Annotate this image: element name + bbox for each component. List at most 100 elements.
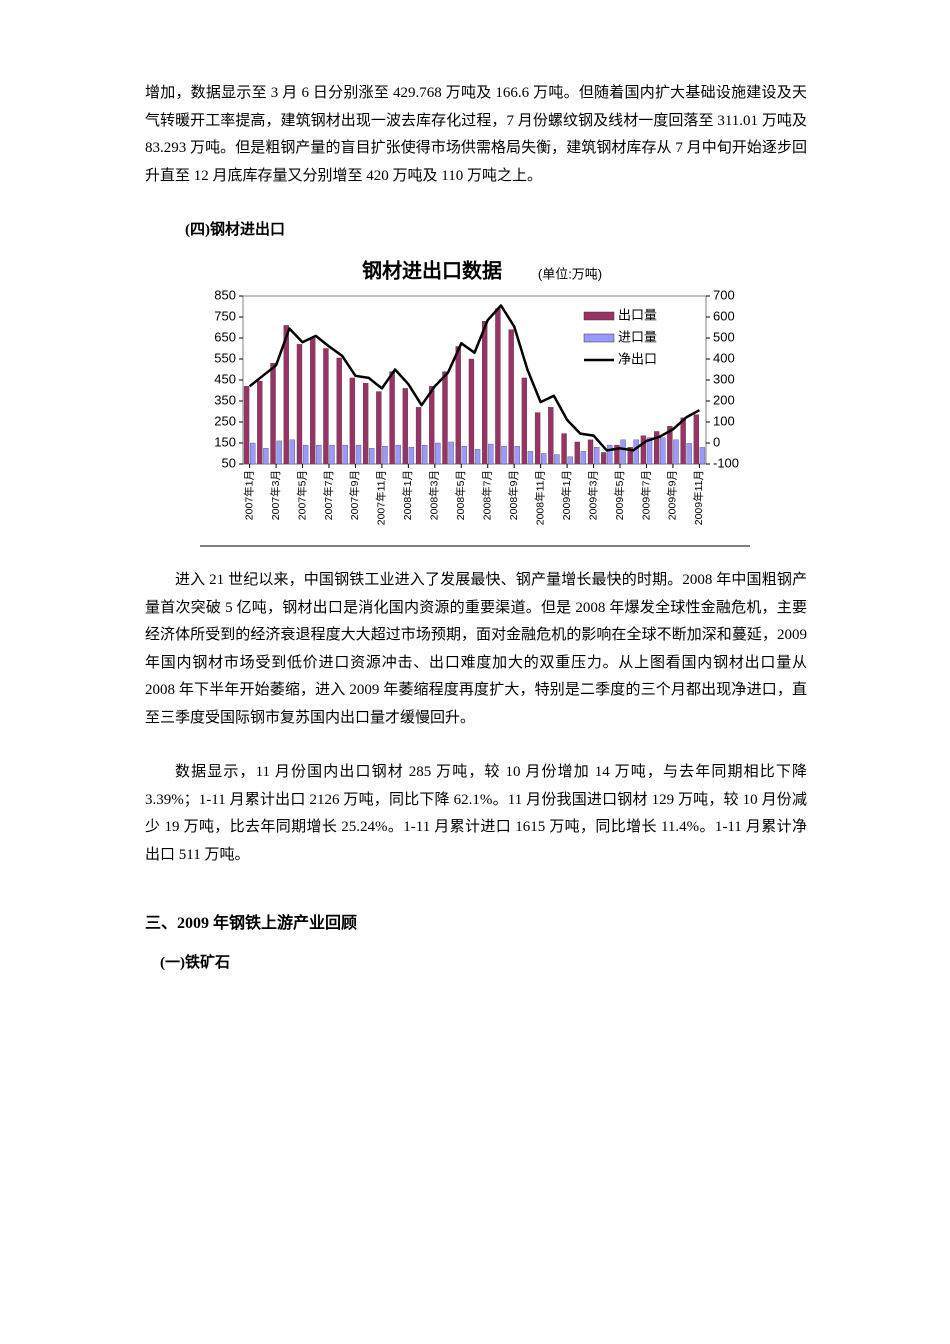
chart-title: 钢材进出口数据	[362, 258, 502, 282]
bar	[680, 417, 686, 465]
legend-label: 净出口	[618, 351, 657, 366]
y2-tick-label: 500	[713, 329, 735, 344]
bar	[336, 357, 342, 465]
legend-swatch	[583, 333, 615, 343]
paragraph: 进入 21 世纪以来，中国钢铁工业进入了发展最快、钢产量增长最快的时期。2008…	[145, 572, 807, 726]
x-tick-label: 2009年3月	[586, 470, 599, 520]
bar	[534, 412, 541, 465]
y-tick-label: 250	[214, 413, 236, 428]
y-tick-label: 350	[214, 392, 236, 407]
bar	[442, 371, 448, 465]
paragraph: 增加，数据显示至 3 月 6 日分别涨至 429.768 万吨及 166.6 万…	[145, 85, 807, 184]
bar	[541, 453, 547, 465]
x-tick-label: 2008年1月	[401, 470, 414, 520]
bar	[673, 439, 679, 465]
bar	[686, 443, 692, 465]
bar	[415, 407, 422, 465]
bar	[580, 451, 587, 465]
heading: (一)铁矿石	[160, 955, 230, 971]
y2-tick-label: 300	[713, 371, 735, 386]
bar	[310, 337, 316, 465]
bar	[627, 447, 633, 465]
x-tick-label: 2008年7月	[481, 470, 494, 520]
bar	[455, 346, 461, 465]
bar	[429, 386, 435, 465]
bar	[653, 431, 660, 465]
heading: (四)钢材进出口	[185, 222, 285, 238]
bar	[283, 325, 289, 465]
bar	[514, 445, 520, 465]
y2-tick-label: 200	[713, 392, 735, 407]
y-tick-label: 750	[214, 308, 236, 323]
x-tick-label: 2008年3月	[428, 470, 441, 520]
bar	[329, 444, 335, 465]
bar	[601, 452, 607, 465]
bar	[593, 447, 600, 465]
bar	[587, 439, 594, 465]
bar	[607, 444, 613, 465]
bar	[482, 321, 488, 465]
bar	[389, 371, 395, 465]
bar	[633, 439, 639, 465]
bar	[342, 444, 348, 465]
y-tick-label: 550	[214, 350, 236, 365]
y-tick-label: 150	[214, 434, 236, 449]
x-tick-label: 2007年7月	[322, 470, 335, 520]
bar	[508, 329, 514, 465]
bar	[488, 443, 494, 465]
paragraph: 数据显示，11 月份国内出口钢材 285 万吨，较 10 月份增加 14 万吨，…	[145, 764, 807, 863]
bar	[614, 444, 620, 465]
bar	[574, 441, 580, 465]
bar	[640, 435, 647, 465]
bar	[501, 445, 507, 465]
bar	[270, 363, 276, 465]
bar	[402, 388, 408, 465]
bar	[699, 447, 706, 465]
chart-subtitle: (单位:万吨)	[538, 266, 602, 281]
bar	[349, 377, 356, 465]
y2-tick-label: 100	[713, 413, 735, 428]
line	[248, 304, 700, 452]
x-tick-label: 2009年7月	[639, 470, 652, 520]
x-tick-label: 2008年9月	[507, 470, 520, 520]
bar	[369, 448, 375, 465]
bar	[646, 437, 653, 465]
bar	[660, 437, 666, 465]
chart: 钢材进出口数据 (单位:万吨) 50 150 250 350 450 550 650 750 8…	[200, 258, 750, 547]
legend-label: 出口量	[618, 307, 657, 322]
bar	[263, 448, 269, 465]
bar	[302, 444, 309, 465]
bar	[667, 426, 673, 465]
y-tick-label: 50	[222, 455, 236, 470]
bar	[620, 439, 626, 465]
x-tick-label: 2007年1月	[242, 470, 255, 520]
y2-tick-label: 0	[713, 434, 720, 449]
bar	[395, 444, 401, 465]
bar	[421, 444, 428, 465]
x-tick-label: 2009年11月	[692, 470, 705, 525]
bar	[382, 445, 388, 465]
y2-tick-label: -100	[713, 455, 739, 470]
bar	[468, 358, 475, 465]
bar	[567, 456, 573, 465]
y-tick-label: 450	[214, 371, 236, 386]
bar	[276, 440, 282, 465]
bar	[561, 433, 567, 465]
bar	[693, 414, 700, 465]
y2-tick-label: 400	[713, 350, 735, 365]
bar	[521, 377, 528, 465]
y-tick-label: 850	[214, 287, 236, 302]
x-tick-label: 2007年11月	[375, 470, 388, 525]
bar	[527, 451, 534, 465]
heading: 三、2009 年钢铁上游产业回顾	[145, 915, 358, 932]
x-tick-label: 2008年5月	[454, 470, 467, 520]
y2-tick-label: 600	[713, 308, 735, 323]
bar	[355, 444, 362, 465]
bar	[316, 444, 322, 465]
bar	[323, 348, 329, 465]
x-tick-label: 2009年5月	[613, 470, 626, 520]
bar	[362, 382, 369, 465]
bar	[376, 391, 382, 465]
x-tick-label: 2007年5月	[295, 470, 308, 520]
